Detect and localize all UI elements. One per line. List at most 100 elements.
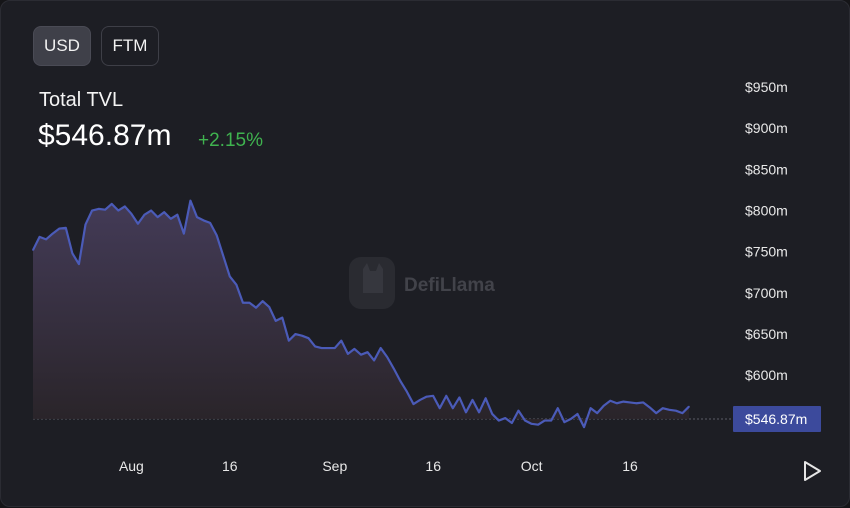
- play-icon[interactable]: [801, 459, 823, 483]
- tvl-data-point: [71, 252, 74, 255]
- tvl-data-point: [543, 419, 546, 422]
- tvl-data-point: [32, 249, 34, 251]
- tvl-data-point: [163, 211, 165, 213]
- current-value-badge-text: $546.87m: [745, 411, 807, 427]
- tvl-data-point: [386, 356, 389, 358]
- tvl-area-fill: [33, 200, 689, 428]
- tvl-data-point: [675, 409, 677, 412]
- tvl-data-point: [202, 219, 205, 222]
- ftm-toggle-button[interactable]: FTM: [101, 26, 159, 66]
- tvl-data-point: [45, 238, 47, 241]
- tvl-data-point: [156, 216, 159, 218]
- tvl-data-point: [511, 422, 513, 424]
- tvl-data-point: [616, 402, 618, 405]
- tvl-data-point: [143, 213, 146, 216]
- tvl-data-point: [58, 227, 61, 230]
- y-tick-label: $750m: [745, 244, 788, 260]
- llama-logo-icon: [349, 257, 395, 309]
- y-tick-label: $900m: [745, 120, 788, 136]
- defillama-watermark: DefiLlama: [349, 257, 495, 309]
- tvl-data-point: [655, 412, 657, 414]
- tvl-data-point: [648, 406, 651, 409]
- tvl-data-point: [602, 404, 605, 407]
- tvl-data-point: [360, 353, 362, 356]
- tvl-data-point: [110, 203, 113, 205]
- tvl-data-point: [412, 403, 415, 405]
- tvl-data-point: [183, 232, 185, 235]
- tvl-data-point: [419, 399, 421, 401]
- x-tick-label: Aug: [119, 458, 144, 474]
- watermark-text: DefiLlama: [404, 275, 495, 296]
- tvl-data-point: [425, 395, 428, 398]
- y-tick-label: $700m: [745, 285, 788, 301]
- tvl-data-point: [78, 263, 80, 265]
- tvl-data-point: [550, 419, 553, 422]
- tvl-data-point: [668, 409, 671, 411]
- tvl-data-point: [530, 423, 533, 425]
- tvl-data-point: [281, 316, 284, 319]
- tvl-data-point: [104, 208, 106, 211]
- tvl-data-point: [65, 227, 67, 229]
- total-tvl-label: Total TVL: [39, 89, 124, 111]
- tvl-data-point: [557, 407, 559, 409]
- usd-toggle-button[interactable]: USD: [33, 26, 91, 66]
- tvl-data-point: [524, 419, 526, 422]
- x-tick-label: 16: [622, 458, 638, 474]
- tvl-data-point: [169, 217, 172, 220]
- tvl-data-point: [609, 399, 612, 402]
- y-tick-label: $650m: [745, 326, 788, 342]
- tvl-data-point: [589, 407, 592, 409]
- tvl-data-point: [504, 417, 507, 419]
- tvl-data-point: [661, 407, 664, 409]
- tvl-data-point: [491, 413, 494, 415]
- tvl-data-point: [229, 275, 231, 278]
- y-tick-label: $850m: [745, 161, 788, 177]
- llama-head-icon: [363, 263, 383, 293]
- tvl-data-point: [314, 345, 316, 348]
- tvl-data-point: [117, 209, 120, 212]
- x-tick-label: 16: [425, 458, 441, 474]
- tvl-data-point: [222, 255, 225, 257]
- tvl-data-point: [353, 348, 356, 350]
- tvl-data-point: [379, 347, 382, 349]
- tvl-data-point: [97, 208, 100, 210]
- tvl-data-point: [209, 222, 211, 224]
- x-tick-label: Sep: [322, 458, 347, 474]
- tvl-data-point: [629, 401, 631, 404]
- y-tick-label: $600m: [745, 367, 788, 383]
- tvl-data-point: [458, 396, 461, 399]
- tvl-data-point: [576, 413, 579, 415]
- tvl-data-point: [497, 419, 500, 422]
- tvl-data-point: [642, 401, 644, 404]
- tvl-data-point: [307, 337, 310, 339]
- tvl-data-point: [484, 397, 487, 400]
- tvl-data-point: [622, 400, 625, 403]
- tvl-data-point: [51, 232, 54, 235]
- tvl-data-point: [333, 347, 336, 349]
- tvl-data-point: [471, 399, 474, 401]
- tvl-data-point: [393, 367, 395, 370]
- tvl-data-point: [124, 205, 126, 208]
- tvl-data-point: [294, 333, 297, 335]
- tvl-data-point: [235, 283, 238, 286]
- tvl-data-point: [373, 359, 375, 362]
- tvl-data-point: [130, 213, 133, 215]
- tvl-data-point: [84, 223, 87, 226]
- tvl-data-point: [432, 395, 434, 397]
- tvl-data-point: [274, 320, 277, 322]
- x-tick-label: 16: [222, 458, 238, 474]
- tvl-data-point: [176, 213, 179, 216]
- total-tvl-value: $546.87m: [38, 119, 172, 152]
- tvl-data-point: [406, 390, 408, 393]
- tvl-data-point: [255, 306, 257, 309]
- tvl-data-point: [327, 347, 330, 349]
- x-axis: Aug 16 Sep 16 Oct 16: [119, 458, 638, 474]
- tvl-data-point: [91, 209, 93, 212]
- tvl-data-point: [196, 216, 198, 218]
- tvl-data-point: [301, 334, 303, 337]
- tvl-data-point: [248, 301, 251, 304]
- tvl-data-point: [288, 339, 290, 342]
- tvl-data-point: [242, 301, 244, 304]
